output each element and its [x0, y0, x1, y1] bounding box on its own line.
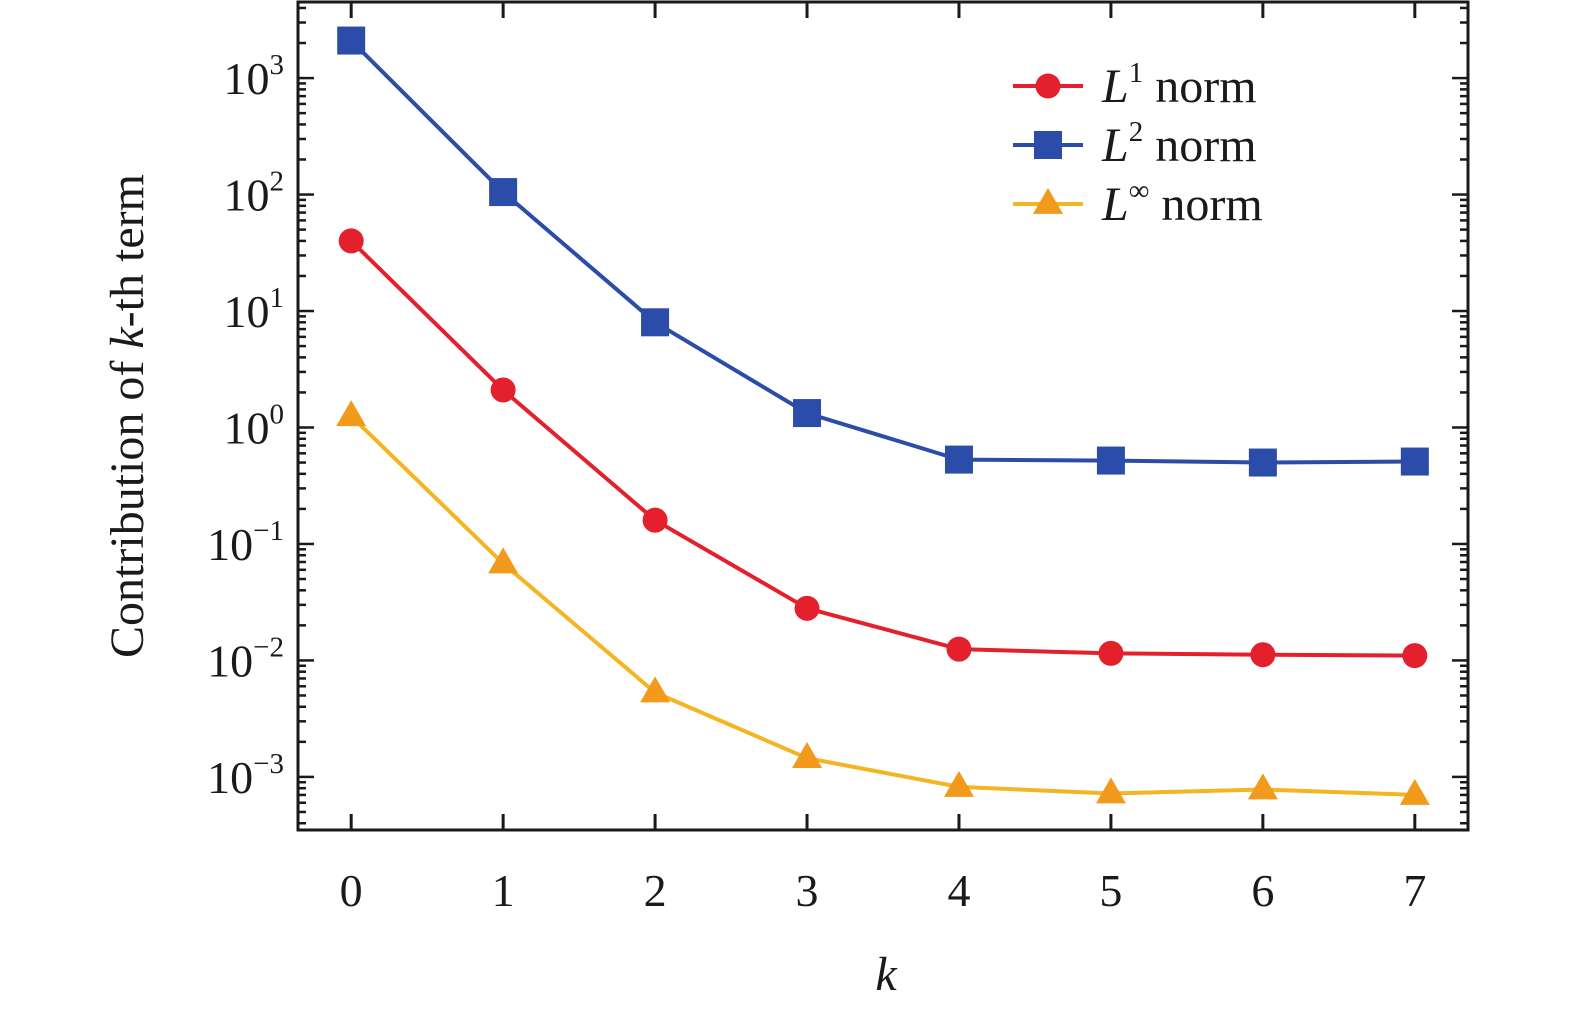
legend-marker-square	[1034, 131, 1062, 159]
data-point-circle	[946, 636, 972, 662]
data-point-triangle	[1399, 778, 1430, 805]
x-tick-label: 5	[1099, 865, 1122, 916]
data-point-circle	[1402, 643, 1428, 669]
y-tick-label: 102	[224, 166, 285, 221]
x-tick-label: 3	[796, 865, 819, 916]
data-point-triangle	[1247, 773, 1278, 800]
data-point-triangle	[943, 770, 974, 797]
data-point-triangle	[336, 400, 367, 427]
series-line	[349, 239, 1415, 658]
y-tick-base: 10	[224, 53, 270, 104]
legend-label: L∞ norm	[1101, 175, 1263, 231]
data-point-circle	[794, 595, 820, 621]
y-tick-exponent: 1	[270, 282, 285, 314]
data-point-square	[1400, 447, 1429, 476]
plot-frame	[296, 0, 1470, 832]
legend-label: L2 norm	[1101, 116, 1257, 172]
y-axis-label: Contribution of k-th term	[101, 174, 154, 658]
data-point-square	[489, 178, 518, 207]
data-point-square	[1248, 448, 1277, 477]
legend-entry: L1 norm	[1013, 57, 1257, 113]
y-tick-label: 10−1	[207, 515, 284, 570]
y-tick-exponent: 2	[270, 166, 285, 198]
data-point-square	[944, 445, 973, 474]
data-point-circle	[338, 228, 364, 254]
data-point-square	[793, 399, 822, 428]
y-tick-exponent: −2	[253, 631, 284, 663]
data-point-square	[641, 308, 670, 337]
series-2	[337, 26, 1429, 477]
data-point-circle	[1250, 642, 1276, 668]
data-point-square	[337, 26, 366, 55]
y-tick-exponent: 0	[270, 398, 285, 430]
x-axis-label: k	[875, 948, 898, 1001]
y-tick-base: 10	[207, 519, 253, 570]
data-point-circle	[1098, 640, 1124, 666]
data-point-circle	[642, 507, 668, 533]
x-tick-label: 2	[644, 865, 667, 916]
y-tick-label: 103	[224, 49, 285, 104]
x-tick-label: 7	[1403, 865, 1426, 916]
legend-marker-circle	[1035, 73, 1061, 99]
data-point-triangle	[1095, 777, 1126, 804]
x-tick-label: 4	[947, 865, 970, 916]
series-1	[338, 228, 1428, 669]
series-line	[349, 39, 1415, 465]
y-tick-label: 10−3	[207, 748, 284, 803]
y-tick-base: 10	[224, 402, 270, 453]
legend-label: L1 norm	[1101, 57, 1257, 113]
y-tick-base: 10	[207, 635, 253, 686]
plot-marks	[336, 26, 1430, 805]
y-tick-label: 101	[224, 282, 285, 337]
legend-entry: L∞ norm	[1013, 175, 1263, 231]
data-point-triangle	[488, 547, 519, 574]
y-tick-label: 100	[224, 398, 285, 453]
series-line	[349, 414, 1415, 797]
y-tick-base: 10	[207, 752, 253, 803]
y-tick-base: 10	[224, 170, 270, 221]
y-tick-exponent: −1	[253, 515, 284, 547]
x-tick-label: 0	[340, 865, 363, 916]
x-tick-label: 1	[492, 865, 515, 916]
series-3	[336, 400, 1430, 805]
axes: 0 1 2 3 4 5 6 710310210110010−110−210−3kContrib…	[101, 2, 1468, 1001]
data-point-triangle	[792, 741, 823, 768]
data-point-circle	[490, 377, 516, 403]
legend-marker-triangle	[1033, 187, 1063, 214]
data-point-triangle	[640, 676, 671, 703]
data-point-square	[1096, 446, 1125, 475]
y-tick-exponent: −3	[253, 748, 284, 780]
y-tick-base: 10	[224, 286, 270, 337]
y-tick-label: 10−2	[207, 631, 284, 686]
legend-entry: L2 norm	[1013, 116, 1257, 172]
x-tick-label: 6	[1251, 865, 1274, 916]
y-tick-exponent: 3	[270, 49, 285, 81]
